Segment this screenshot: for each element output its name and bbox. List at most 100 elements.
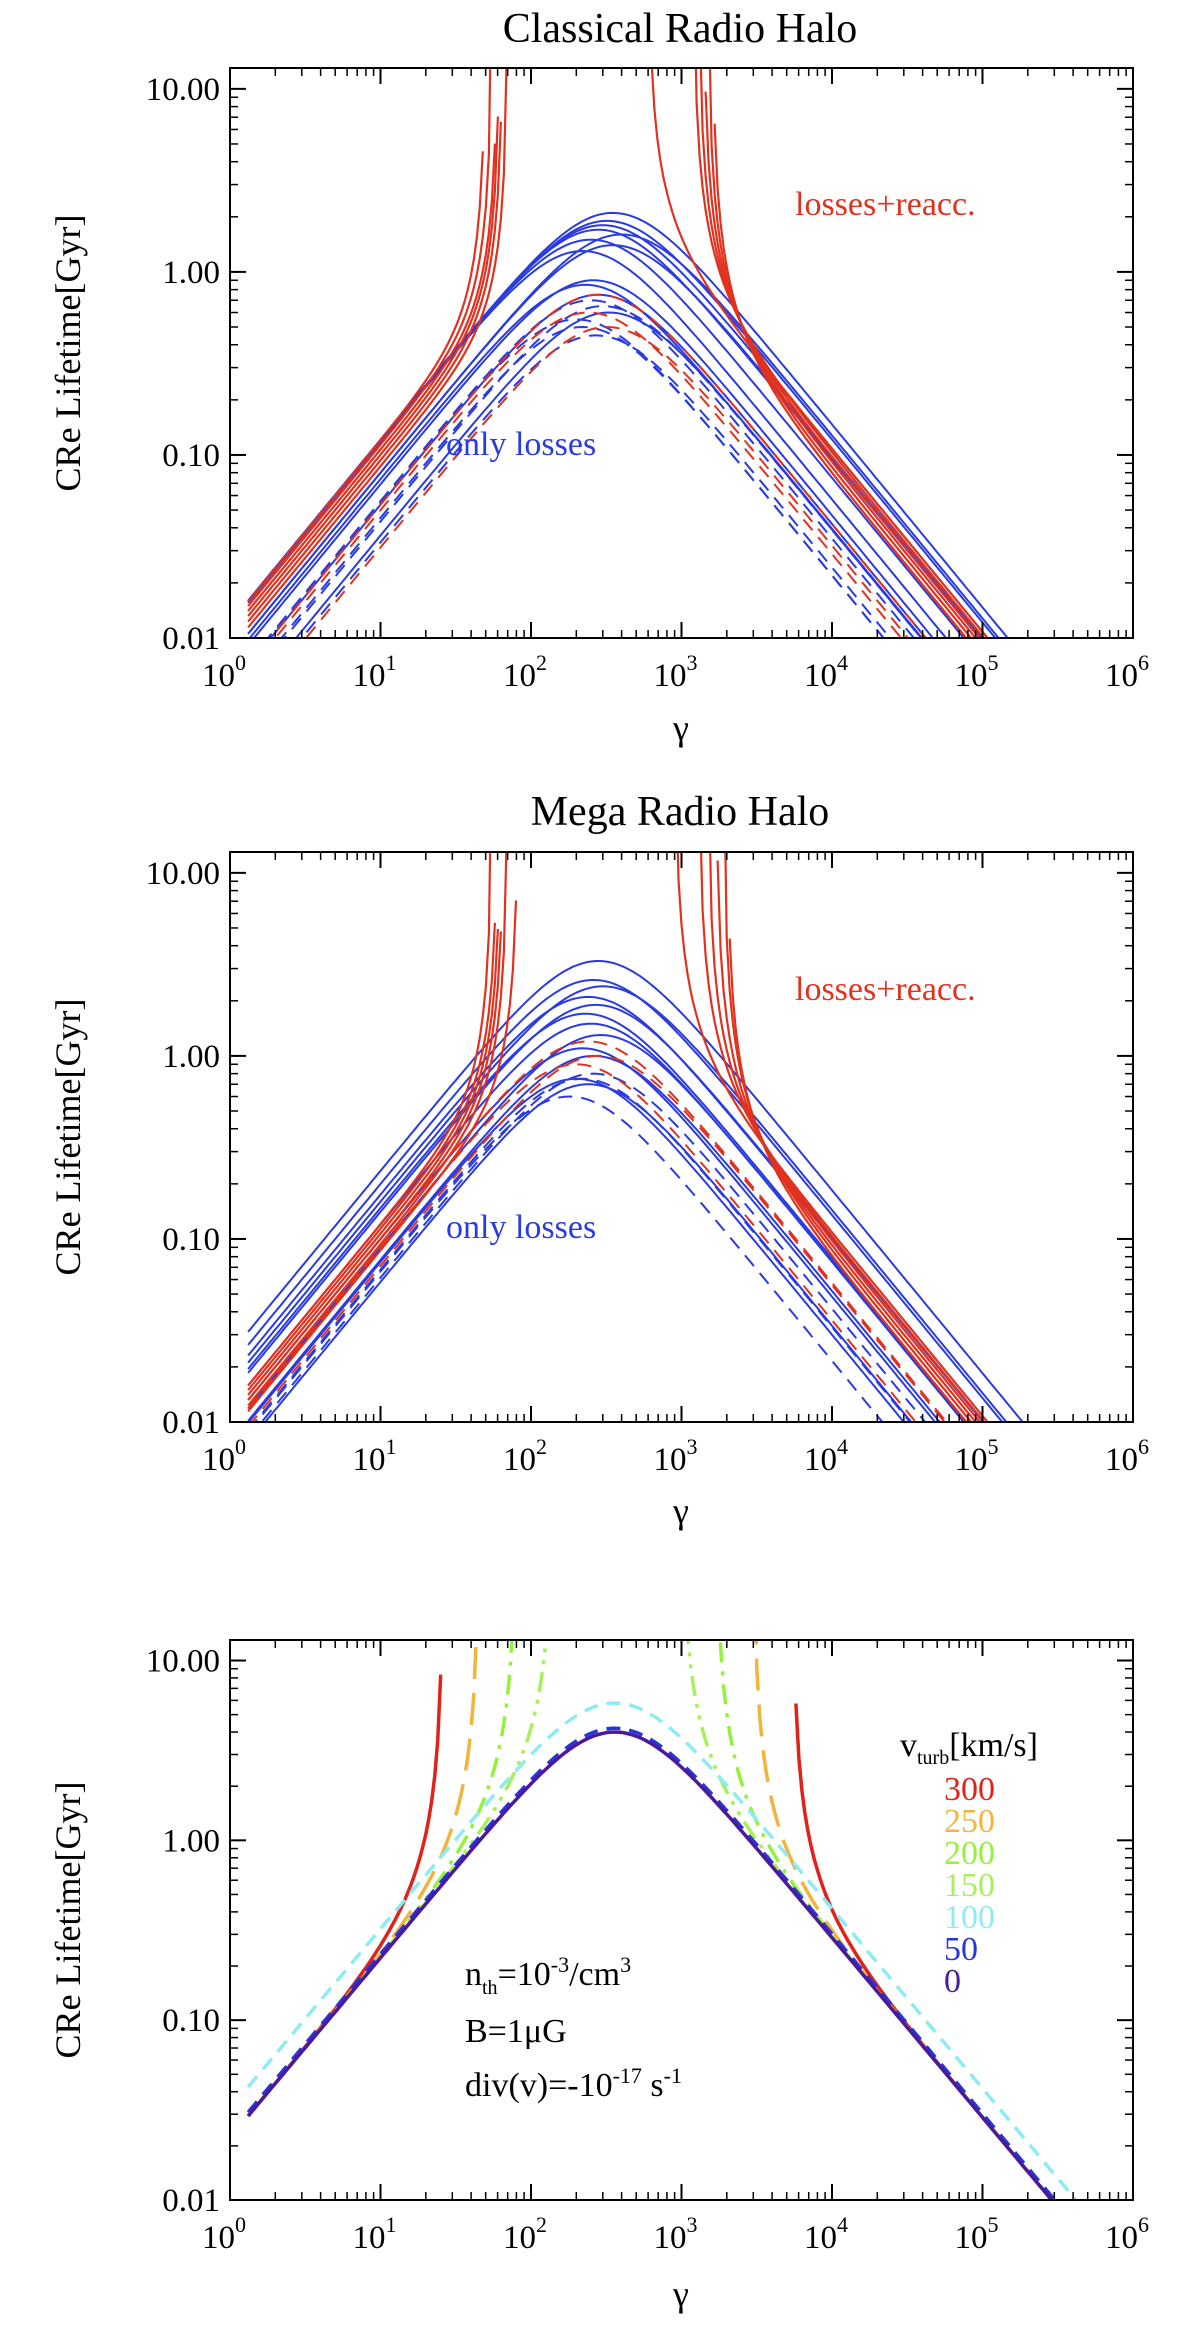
series-line-high [699,852,986,1422]
series-line [283,305,923,638]
legend-entry: 50 [944,1931,978,1968]
series-line [247,1054,942,1422]
series-line-low [247,151,484,603]
plot-area [247,852,1024,1422]
series-line [247,224,989,638]
x-tick-label: 103 [654,2212,698,2256]
series-line-low [247,922,496,1391]
series-line-high [728,938,968,1422]
series-line [246,1726,1058,2200]
tick-layer: 100 101 102 103 104 105 106 0.01 0.10 1.00 10.00 [146,852,1149,1478]
annotation-only-losses: only losses [446,1209,596,1246]
series-line-high [650,68,989,638]
x-tick-label: 101 [353,650,397,694]
series-line-low [247,143,496,612]
series-line [247,1033,966,1422]
series-line-low [247,931,502,1401]
series-line [266,299,916,638]
series-line-high [709,852,982,1422]
series-line [247,995,985,1422]
series-line-low [247,68,492,607]
series-line-high [716,860,978,1422]
x-tick-label: 102 [503,1434,547,1478]
series-line [260,1072,927,1422]
legend-entry: 300 [944,1771,995,1808]
series-line-high [718,1640,1054,2200]
y-tick-label: 0.01 [162,621,220,657]
series-line [252,279,935,638]
legend-entry: 250 [944,1803,995,1840]
series-line [280,325,885,638]
param-density: nth=10-3/cm3 [465,1952,631,1999]
x-tick-label: 105 [955,650,999,694]
series-line-high [704,91,978,638]
series-line-low [247,116,499,617]
series-line [247,244,983,638]
param-divergence: div(v)=-10-17 s-1 [465,2063,682,2104]
series-line [269,293,928,638]
series-line [273,311,903,638]
legend-title: vturb[km/s] [900,1727,1038,1769]
series-line-high [676,852,989,1422]
series-line-low [247,121,502,623]
x-tick-label: 104 [804,2212,848,2256]
series-layer [247,852,1024,1422]
x-tick-label: 103 [654,1434,698,1478]
series-line [247,979,1004,1422]
series-line-low [247,900,518,1413]
x-tick-label: 105 [955,2212,999,2256]
panel-mega: Mega Radio Halo 100 101 102 103 104 105 106 0.0… [48,789,1149,1531]
legend-title-main: v [900,1727,917,1764]
y-tick-label: 1.00 [162,255,220,291]
x-tick-label: 100 [202,1434,246,1478]
x-axis-label: γ [672,2274,689,2314]
series-line-high [686,1640,1054,2200]
y-tick-label: 1.00 [162,1823,220,1859]
y-tick-label: 0.10 [162,438,220,474]
x-tick-label: 102 [503,650,547,694]
series-line-high [694,68,986,638]
y-tick-label: 0.10 [162,2003,220,2039]
x-tick-label: 106 [1105,2212,1149,2256]
series-line-low [247,852,492,1387]
series-line [250,1054,946,1422]
tick-layer: 100 101 102 103 104 105 106 0.01 0.10 1.00 10.00 [146,68,1149,694]
series-line [246,1701,1079,2200]
y-tick-label: 0.01 [162,2183,220,2219]
series-line [247,1077,906,1422]
series-line [248,283,923,638]
series-line [294,311,924,638]
x-tick-label: 105 [955,1434,999,1478]
series-line-high [699,68,982,638]
series-line-high [724,852,973,1422]
series-line [247,960,1024,1422]
series-line [247,1040,948,1422]
panel-title: Classical Radio Halo [503,6,858,52]
x-tick-label: 101 [353,2212,397,2256]
annotation-only-losses: only losses [446,426,596,463]
series-line [247,249,948,638]
series-line-low [247,852,508,1407]
x-tick-label: 101 [353,1434,397,1478]
x-tick-label: 106 [1105,1434,1149,1478]
legend-entry: 100 [944,1899,995,1936]
annotation-losses-reacc: losses+reacc. [795,186,976,223]
legend-entry: 150 [944,1867,995,1904]
parameter-text: nth=10-3/cm3 B=1μG div(v)=-10-17 s-1 [465,1952,682,2104]
plot-frame [229,1639,1134,2201]
series-line [300,334,892,638]
series-line-high [754,1640,1054,2200]
legend-entry: 0 [944,1963,961,2000]
panel-classical: Classical Radio Halo 100 101 102 103 104 105 1… [48,6,1149,748]
series-line-low [246,1640,478,2118]
y-tick-label: 0.01 [162,1405,220,1441]
x-tick-label: 103 [654,650,698,694]
y-tick-label: 10.00 [146,856,220,892]
series-line-low [246,1674,443,2118]
y-axis-label: CRe Lifetime[Gyr] [48,999,88,1276]
y-tick-label: 0.10 [162,1222,220,1258]
x-tick-label: 104 [804,1434,848,1478]
param-bfield: B=1μG [465,2013,567,2050]
